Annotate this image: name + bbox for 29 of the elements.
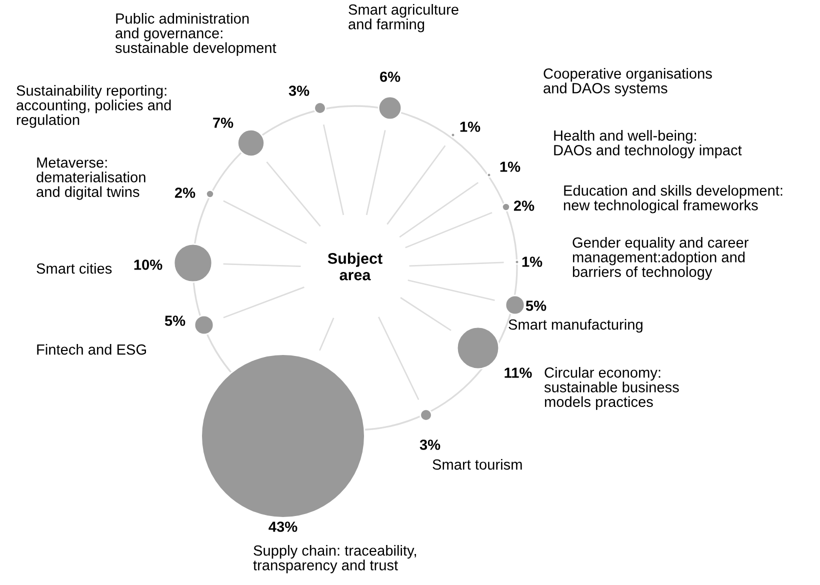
data-label: 5% xyxy=(164,316,186,326)
category-label: Smart manufacturing xyxy=(508,319,642,333)
category-label: Smart agriculture and farming xyxy=(348,4,458,32)
data-label: 1% xyxy=(460,122,480,132)
text: Subject area xyxy=(328,252,382,280)
data-label: 1% xyxy=(500,162,520,172)
data-label: 7% xyxy=(213,118,234,128)
data-label: 43% xyxy=(268,522,298,532)
category-label: Public administration and governance: sustainable development xyxy=(115,13,276,56)
data-label: 10% xyxy=(134,260,162,270)
category-label: Metaverse: dematerialisation and digital twins xyxy=(36,158,146,200)
category-label: Sustainability reporting: accounting, policies and regulation xyxy=(16,85,171,128)
data-label: 3% xyxy=(420,440,440,450)
data-label: 11% xyxy=(504,368,532,378)
category-label: Cooperative organisations and DAOs systems xyxy=(544,68,712,96)
data-label: 6% xyxy=(380,72,400,82)
category-label: Supply chain: traceability, transparency and trust xyxy=(253,545,416,574)
category-label: Smart tourism xyxy=(432,459,522,470)
category-label: Health and well-being: DAOs and technology impact xyxy=(554,130,742,158)
category-label: Education and skills development: new technological frameworks xyxy=(564,185,782,214)
category-label: Circular economy: sustainable business models practices xyxy=(544,367,679,410)
data-label: 5% xyxy=(526,300,546,311)
category-label: Smart cities xyxy=(36,263,112,274)
data-label: 2% xyxy=(514,200,534,211)
data-label: 2% xyxy=(174,188,196,198)
data-label: 1% xyxy=(522,256,542,267)
data-label: 3% xyxy=(288,86,310,96)
category-label: Fintech and ESG xyxy=(37,344,146,355)
category-label: Gender equality and career management:adoption and barriers of technology xyxy=(572,237,748,280)
